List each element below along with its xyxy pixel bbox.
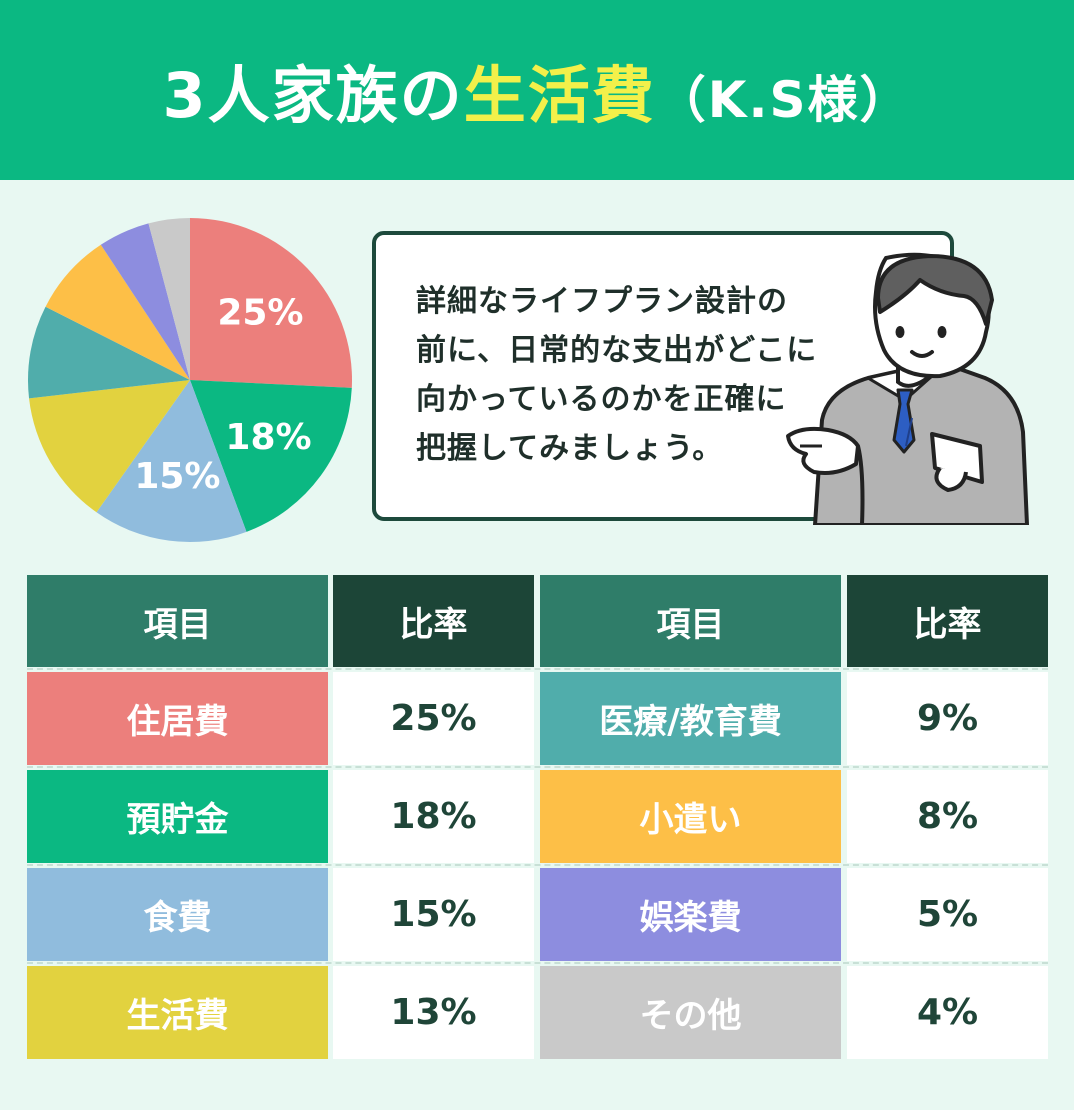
table-header-rate-right: 比率 [847,575,1048,667]
table-label-5: 医療/教育費 [540,672,841,765]
speech-text: 詳細なライフプラン設計の 前に、日常的な支出がどこに 向かっているのかを正確に … [416,277,856,473]
pie-slice-6 [45,244,190,380]
table-value-4: 13% [333,966,534,1059]
pie-label-2: 18% [225,417,311,458]
row-divider [27,668,1048,670]
table-value-2: 18% [333,770,534,863]
pie-slice-8 [148,218,190,380]
table-value-5: 9% [847,672,1048,765]
table-header-item-right: 項目 [540,575,841,667]
speech-line-1: 詳細なライフプラン設計の [416,284,788,319]
table-label-6: 小遣い [540,770,841,863]
header-banner: 3人家族の生活費（K.S様） [0,0,1074,180]
pie-slice-1 [190,218,353,388]
pie-label-1: 25% [217,293,303,334]
pie-slice-7 [100,223,190,380]
pie-slice-5 [28,306,190,399]
speech-line-4: 把握してみましょう。 [416,431,724,466]
title-suffix: （K.S様） [655,71,912,129]
table-label-7: 娯楽費 [540,868,841,961]
title-prefix: 3人家族の [162,59,464,132]
table-value-3: 15% [333,868,534,961]
table-label-1: 住居費 [27,672,328,765]
row-divider [27,962,1048,964]
title-highlight: 生活費 [463,59,656,132]
speech-line-3: 向かっているのかを正確に [416,382,787,417]
row-divider [27,864,1048,866]
table-header-rate-left: 比率 [333,575,534,667]
table-value-1: 25% [333,672,534,765]
businessman-illustration [786,252,1029,525]
pie-slice-4 [29,380,190,513]
row-divider [27,766,1048,768]
speech-line-2: 前に、日常的な支出がどこに [416,333,818,368]
table-label-4: 生活費 [27,966,328,1059]
table-label-3: 食費 [27,868,328,961]
pie-slice-2 [190,380,352,532]
table-header-item-left: 項目 [27,575,328,667]
table-value-7: 5% [847,868,1048,961]
pie-slice-3 [96,380,247,543]
speech-bubble: 詳細なライフプラン設計の 前に、日常的な支出がどこに 向かっているのかを正確に … [372,231,954,521]
pie-chart: 25% 18%15% [28,218,353,543]
table-label-2: 預貯金 [27,770,328,863]
table-label-8: その他 [540,966,841,1059]
page-title: 3人家族の生活費（K.S様） [163,45,912,135]
table-value-6: 8% [847,770,1048,863]
table-value-8: 4% [847,966,1048,1059]
pie-label-3: 15% [134,456,220,497]
